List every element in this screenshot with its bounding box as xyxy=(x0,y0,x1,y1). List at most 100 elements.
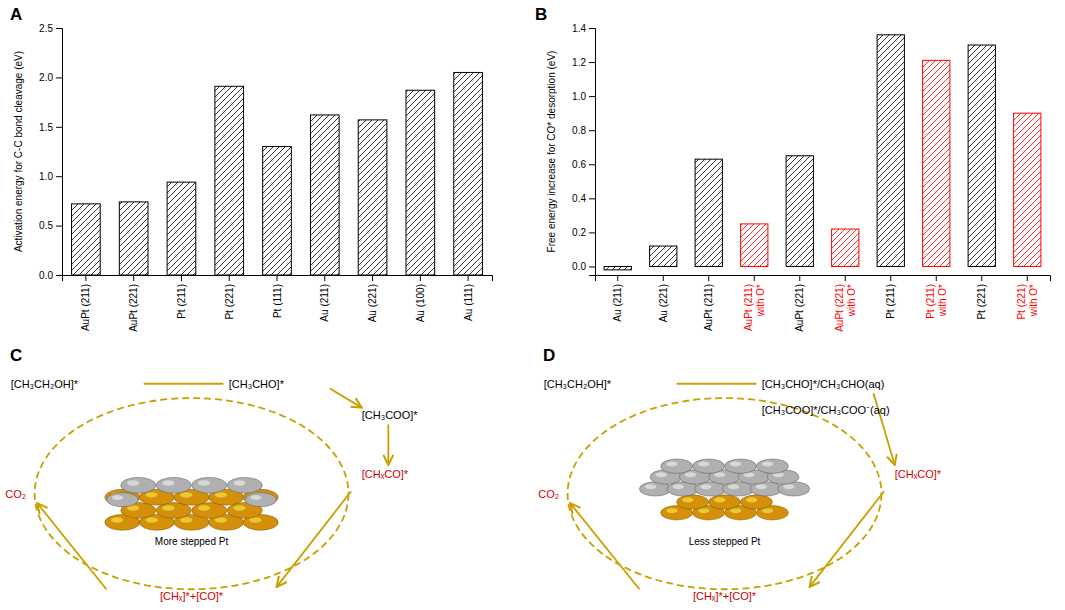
tick-label: 1.0 xyxy=(572,91,586,102)
bar-panel: A0.00.51.01.52.02.5AuPt (211)AuPt (221)P… xyxy=(10,5,493,332)
atom-highlight xyxy=(762,508,773,513)
arrow xyxy=(330,389,362,408)
atom-body xyxy=(740,495,772,509)
atom-highlight xyxy=(215,517,227,523)
panel-label: B xyxy=(535,5,547,24)
tick-mark xyxy=(420,275,421,281)
axis-title: Free energy increase for CO* desorption … xyxy=(546,51,557,253)
tick-mark xyxy=(589,130,595,131)
tick-label: 0.6 xyxy=(572,159,586,170)
bars xyxy=(604,35,1041,270)
diagram-panel: DLess stepped Pt[CH₃CH₂OH]*[CH₃CHO]*/CH₃… xyxy=(538,346,942,602)
y-axis: 0.0 0.2 0.4 0.6 0.8 1.0 1.2 1.4 xyxy=(572,23,595,276)
tick-mark xyxy=(372,275,373,281)
tick: AuPt (221)with O* xyxy=(834,275,857,332)
tick: 0.4 xyxy=(572,193,595,204)
tick: 0.8 xyxy=(572,125,595,136)
atom xyxy=(756,459,788,473)
species-label: CO₂ xyxy=(538,488,559,500)
bar xyxy=(741,224,768,267)
tick-mark xyxy=(589,266,595,267)
tick-mark xyxy=(589,96,595,97)
arrow xyxy=(37,503,106,589)
species-label: [CHₓ]*+[CO]* xyxy=(160,590,224,602)
atom-highlight xyxy=(783,484,794,489)
bar xyxy=(263,147,292,275)
tick: 2.0 xyxy=(39,72,62,83)
atom-highlight xyxy=(730,508,741,513)
tick: Pt (211) xyxy=(885,275,896,319)
atom-highlight xyxy=(112,495,123,500)
tick-label: Pt (111) xyxy=(272,284,283,318)
atom-highlight xyxy=(250,495,261,500)
bar xyxy=(310,115,339,275)
tick: 0.0 xyxy=(572,261,595,272)
atom-body xyxy=(107,493,139,507)
cycle-oval xyxy=(35,398,349,589)
tick-label: 2.5 xyxy=(39,23,53,34)
connector xyxy=(677,383,757,385)
tick: Pt (211) xyxy=(176,275,187,319)
bar xyxy=(167,182,196,275)
atom-highlight xyxy=(673,484,684,489)
bar xyxy=(119,202,148,275)
tick: 1.5 xyxy=(39,122,62,133)
tick: 1.4 xyxy=(572,23,595,34)
label-background xyxy=(153,535,231,548)
atom-highlight xyxy=(666,508,677,513)
tick-mark xyxy=(589,62,595,63)
atom xyxy=(245,493,277,507)
atom-highlight xyxy=(249,517,261,523)
tick-label: 0.0 xyxy=(39,270,53,281)
species-label: [CH₃CH₂OH]* xyxy=(544,378,612,390)
tick-label: AuPt (211)with O* xyxy=(743,284,766,331)
species-label: [CHₓCO]* xyxy=(895,468,942,480)
atom-body xyxy=(661,459,693,473)
species-label: [CHₓCO]* xyxy=(362,468,409,480)
atom-body xyxy=(756,459,788,473)
species-label: [CH₃CHO]*/CH₃CHO(aq) xyxy=(762,378,885,390)
tick-mark xyxy=(229,275,230,281)
atom-highlight xyxy=(682,497,693,502)
tick: 1.0 xyxy=(572,91,595,102)
x-axis: Au (211)Au (221)AuPt (211)AuPt (211)with… xyxy=(596,275,1051,332)
tick: Pt (111) xyxy=(272,275,283,318)
tick-mark xyxy=(324,275,325,281)
atom-highlight xyxy=(146,492,158,498)
atom-highlight xyxy=(762,462,773,467)
atom-highlight xyxy=(111,517,123,523)
atom xyxy=(677,495,709,509)
tick-mark xyxy=(56,275,62,276)
tick-label: Au (221) xyxy=(658,284,669,322)
atom-highlight xyxy=(698,462,709,467)
label-background xyxy=(687,535,763,548)
axis-line xyxy=(56,29,63,276)
tick-mark xyxy=(981,275,982,281)
bar xyxy=(695,159,722,266)
tick-mark xyxy=(133,275,134,281)
tick-label: AuPt (221) xyxy=(128,284,139,332)
tick-label: Pt (211)with O* xyxy=(925,284,948,319)
tick: Au (211) xyxy=(319,275,330,322)
tick-label: Pt (211) xyxy=(176,284,187,319)
tick: AuPt (221) xyxy=(128,275,139,332)
bar xyxy=(650,246,677,266)
atom xyxy=(709,495,741,509)
atom xyxy=(693,459,725,473)
crystal xyxy=(105,477,278,530)
bar xyxy=(72,204,101,275)
species-label: [CH₃CHO]* xyxy=(229,378,285,390)
atom xyxy=(725,459,757,473)
x-axis: AuPt (211)AuPt (221)Pt (211)Pt (221)Pt (… xyxy=(63,275,493,332)
bar xyxy=(406,90,435,275)
arrow xyxy=(810,491,884,587)
tick-label: 0.2 xyxy=(572,227,586,238)
arrow xyxy=(570,503,639,589)
atom-body xyxy=(192,477,227,493)
tick: AuPt (211) xyxy=(80,275,91,331)
tick-mark xyxy=(56,77,62,78)
tick: 0.6 xyxy=(572,159,595,170)
bar xyxy=(604,266,631,269)
tick: 1.2 xyxy=(572,57,595,68)
atom-highlight xyxy=(198,480,210,486)
